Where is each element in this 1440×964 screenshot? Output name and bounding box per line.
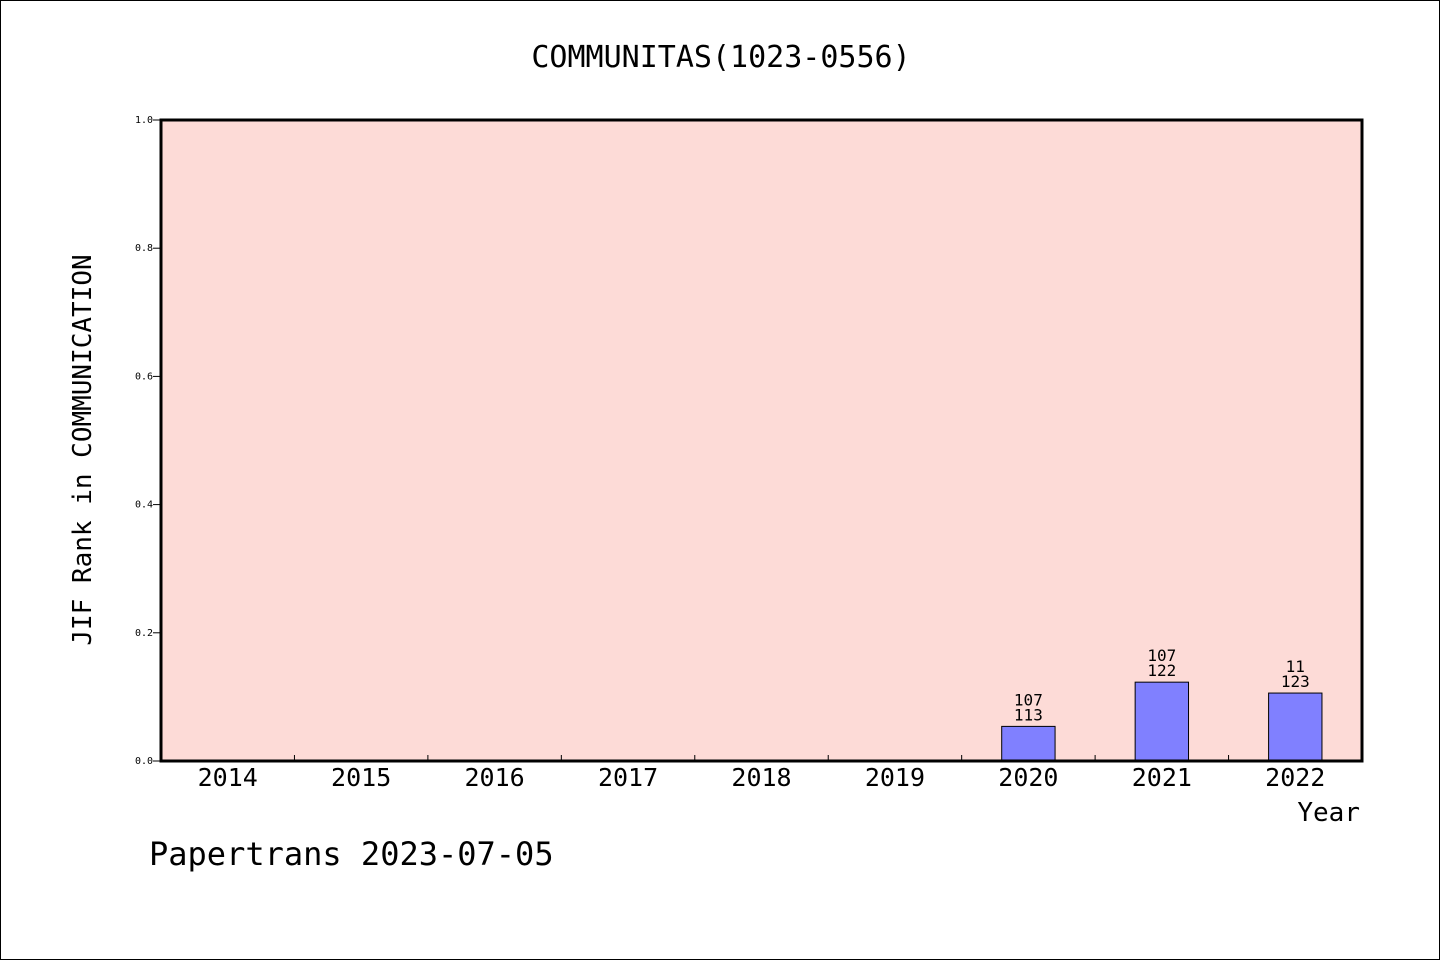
y-tick-label: 0.0: [135, 756, 153, 767]
x-tick-label: 2018: [731, 763, 791, 792]
bar-label-total: 113: [1014, 705, 1043, 724]
x-tick-label: 2015: [331, 763, 391, 792]
y-tick-label: 0.6: [135, 371, 153, 382]
bar-label-total: 122: [1147, 661, 1176, 680]
bar-label-rank: 11: [1286, 657, 1305, 676]
plot-border: [159, 118, 1364, 763]
bar: [1001, 725, 1056, 762]
x-axis-label: Year: [1297, 798, 1360, 828]
x-tick-label: 2016: [465, 763, 525, 792]
x-tick-label: 2020: [998, 763, 1058, 792]
chart-title: COMMUNITAS(1023-0556): [531, 40, 910, 75]
bar-series: [1001, 681, 1323, 762]
bar-label-rank: 107: [1147, 646, 1176, 665]
x-tick-label: 2022: [1265, 763, 1325, 792]
plot-area: [161, 120, 1362, 761]
bar-label-rank: 107: [1014, 690, 1043, 709]
y-axis-label: JIF Rank in COMMUNICATION: [68, 254, 98, 645]
x-tick-label: 2017: [598, 763, 658, 792]
bar: [1268, 692, 1323, 762]
y-tick-label: 0.4: [135, 500, 153, 511]
y-axis: 0.0 0.2 0.4 0.6 0.8 1.0: [135, 115, 161, 767]
footer-credit: Papertrans 2023-07-05: [149, 835, 554, 873]
x-tick-label: 2021: [1132, 763, 1192, 792]
x-axis: 2014 2015 2016 2017 2018 2019 2020 2021 2022: [198, 755, 1325, 792]
y-tick-label: 0.8: [135, 243, 153, 254]
bar-label-total: 123: [1281, 672, 1310, 691]
y-tick-label: 1.0: [135, 115, 153, 126]
y-tick-label: 0.2: [135, 628, 153, 639]
x-tick-label: 2019: [865, 763, 925, 792]
bar: [1134, 681, 1190, 762]
x-tick-label: 2014: [198, 763, 258, 792]
